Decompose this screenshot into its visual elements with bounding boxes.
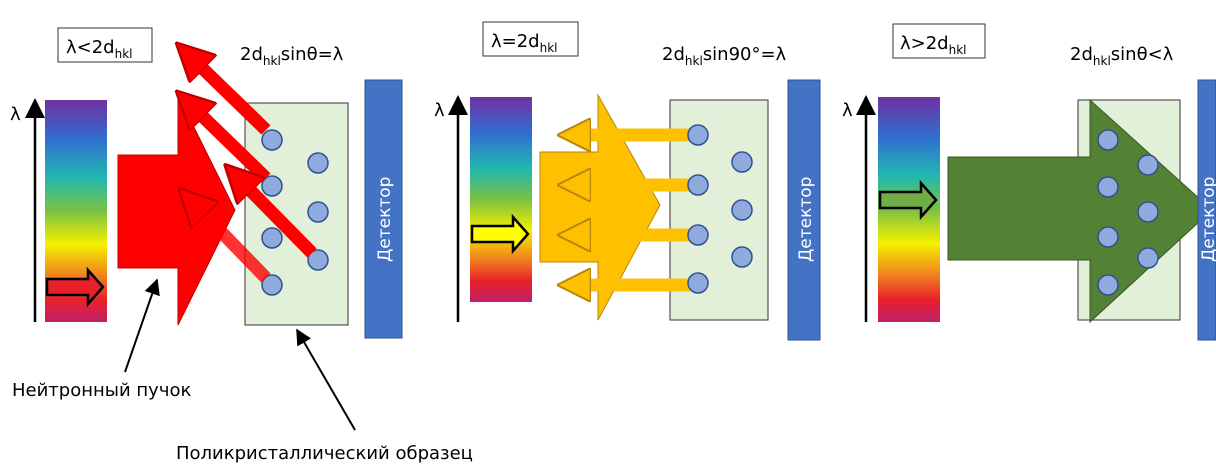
diagram: λ<2dhkl 2dhklsinθ=λ λ Детектор Нейтронны… [0,0,1216,464]
beam-annotation: Нейтронный пучок [12,380,191,401]
formula: 2dhklsinθ=λ [240,44,344,68]
detector-label: Детектор [1199,177,1216,262]
sample-annotation: Поликристаллический образец [176,443,473,464]
panel-3: λ>2dhkl 2dhklsinθ<λ λ Детектор [842,24,1216,340]
panel-1: λ<2dhkl 2dhklsinθ=λ λ Детектор Нейтронны… [10,28,473,464]
panel-2: λ=2dhkl 2dhklsin90°=λ λ Детектор [434,22,820,340]
detector-label: Детектор [375,177,395,262]
formula: 2dhklsin90°=λ [662,44,787,68]
axis-label: λ [10,104,21,125]
spectrum [878,97,940,322]
spectrum [470,97,532,302]
sample [245,103,348,325]
axis-label: λ [842,100,853,121]
pointer [297,330,355,430]
detector-label: Детектор [796,177,816,262]
pointer [125,280,157,372]
formula: 2dhklsinθ<λ [1070,44,1174,68]
axis-label: λ [434,100,445,121]
